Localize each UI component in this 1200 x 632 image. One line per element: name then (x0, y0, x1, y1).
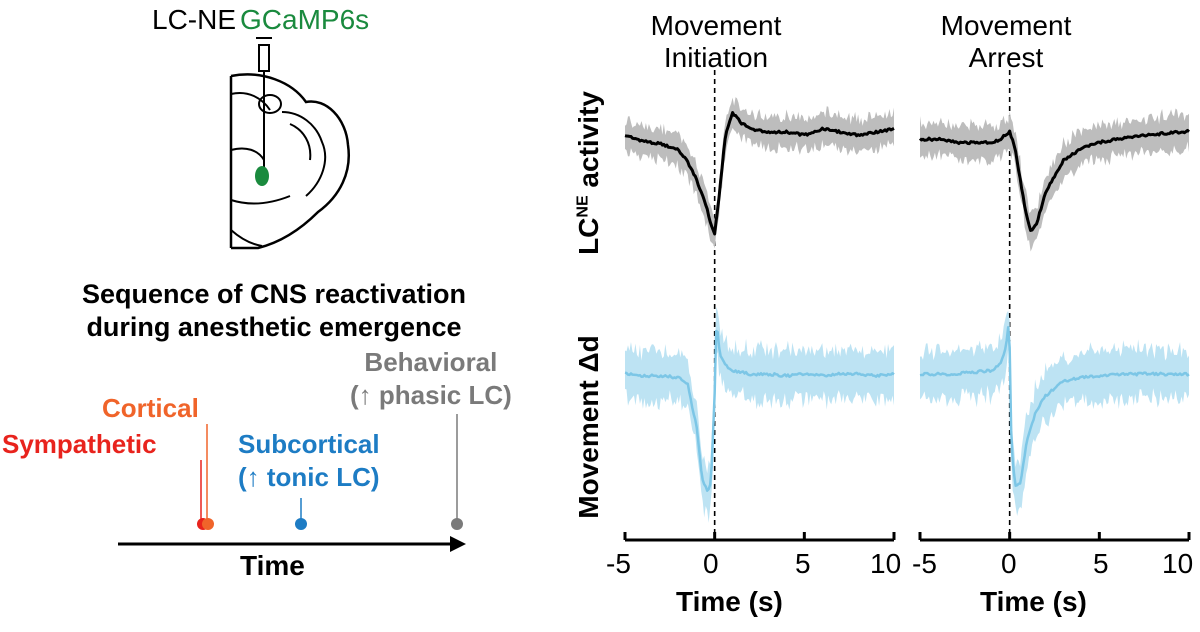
xtick-p1-5: 5 (795, 548, 811, 579)
behavioral-dot (451, 518, 463, 530)
label-subcortical-line2: (↑ tonic LC) (238, 462, 380, 492)
label-subcortical-line1: Subcortical (238, 429, 380, 459)
label-behavioral-line2: (↑ phasic LC) (350, 380, 512, 410)
xtick-p2-5: 5 (1093, 548, 1109, 579)
subcortical-dot (295, 518, 307, 530)
label-sympathetic: Sympathetic (2, 429, 157, 459)
trace-p1-movement (624, 329, 895, 492)
xtick-p2-m5: -5 (912, 548, 937, 579)
label-behavioral: Behavioral (↑ phasic LC) (350, 346, 512, 412)
trace-p2-lc (918, 128, 1190, 232)
time-arrow-head (450, 536, 466, 552)
xlabel-p1: Time (s) (676, 586, 783, 617)
label-subcortical: Subcortical (↑ tonic LC) (238, 428, 380, 494)
label-behavioral-line1: Behavioral (364, 347, 498, 377)
sem-band-p2-movement (920, 310, 1189, 517)
xtick-p1-0: 0 (703, 548, 719, 579)
label-gcamp: GCaMP6s (240, 4, 370, 35)
cortical-dot (202, 518, 214, 530)
panel1-title-line2: Initiation (663, 42, 769, 73)
sem-band-p1-lc (625, 97, 894, 249)
xtick-p2-10: 10 (1162, 548, 1194, 579)
sem-band-p1-movement (625, 306, 894, 523)
panel1-title-line1: Movement (650, 10, 782, 41)
timeline-label: Time (240, 550, 305, 581)
sem-band-p2-lc (920, 108, 1189, 252)
sequence-title: Sequence of CNS reactivation during anes… (24, 278, 524, 344)
panel2-title-line2: Arrest (968, 42, 1044, 73)
label-cortical: Cortical (102, 393, 199, 423)
panel2-title-line1: Movement (940, 10, 1072, 41)
panel1-title: Movement Initiation (626, 10, 806, 74)
sequence-title-line2: during anesthetic emergence (86, 312, 462, 342)
xtick-p1-10: 10 (870, 548, 902, 579)
panel2-title: Movement Arrest (906, 10, 1106, 74)
xtick-p2-0: 0 (1001, 548, 1017, 579)
trace-p1-lc (624, 111, 895, 236)
xlabel-p2: Time (s) (980, 586, 1087, 617)
trace-p2-movement (919, 326, 1190, 487)
label-lc-ne: LC-NE (152, 4, 237, 35)
sequence-title-line1: Sequence of CNS reactivation (81, 279, 467, 309)
xtick-p1-m5: -5 (606, 548, 631, 579)
